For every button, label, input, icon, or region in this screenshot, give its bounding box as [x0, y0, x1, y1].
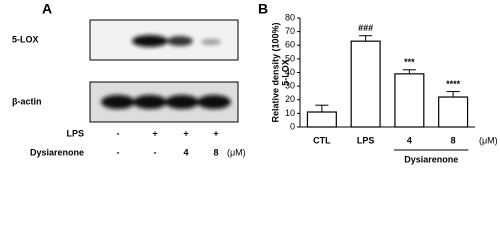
y-axis-label: Relative density (100%) — [270, 22, 280, 122]
y-tick-label: 10 — [285, 108, 295, 118]
y-axis-label: 5-LOX — [280, 59, 290, 86]
level: - — [154, 147, 157, 157]
x-tick-label: CTL — [313, 135, 331, 145]
level: - — [117, 128, 120, 138]
figure: A 5-LOX β-actin LPS Dysiarenone - + + + … — [12, 1, 498, 165]
blot-bands — [132, 35, 221, 47]
bar — [438, 96, 469, 128]
y-tick-label: 80 — [285, 12, 295, 22]
group-label: Dysiarenone — [404, 154, 458, 164]
treatment-label: Dysiarenone — [30, 147, 84, 157]
y-tick-label: 20 — [285, 94, 295, 104]
panel-label: B — [258, 1, 268, 17]
annotation: ### — [358, 23, 373, 33]
y-tick-label: 0 — [290, 121, 295, 131]
level: 8 — [213, 147, 218, 157]
blot-label: 5-LOX — [12, 34, 39, 44]
panel-label: A — [42, 1, 52, 17]
y-tick-label: 70 — [285, 26, 295, 36]
level: - — [117, 147, 120, 157]
annotation: *** — [404, 57, 415, 67]
x-tick-label: 4 — [407, 135, 412, 145]
y-tick-label: 30 — [285, 81, 295, 91]
level: + — [183, 128, 188, 138]
blot-label: β-actin — [12, 96, 42, 106]
x-tick-label: LPS — [357, 135, 375, 145]
y-tick-label: 40 — [285, 67, 295, 77]
level: + — [152, 128, 157, 138]
treatment-label: LPS — [66, 128, 84, 138]
annotation: **** — [446, 79, 461, 89]
bar — [306, 111, 337, 128]
level: + — [213, 128, 218, 138]
y-tick-label: 60 — [285, 40, 295, 50]
unit: (μM) — [227, 147, 246, 157]
bar — [394, 73, 425, 128]
x-unit: (μM) — [479, 135, 498, 145]
blot-bands — [101, 95, 231, 109]
y-tick-label: 50 — [285, 53, 295, 63]
x-tick-label: 8 — [451, 135, 456, 145]
bar — [350, 40, 381, 128]
level: 4 — [183, 147, 188, 157]
